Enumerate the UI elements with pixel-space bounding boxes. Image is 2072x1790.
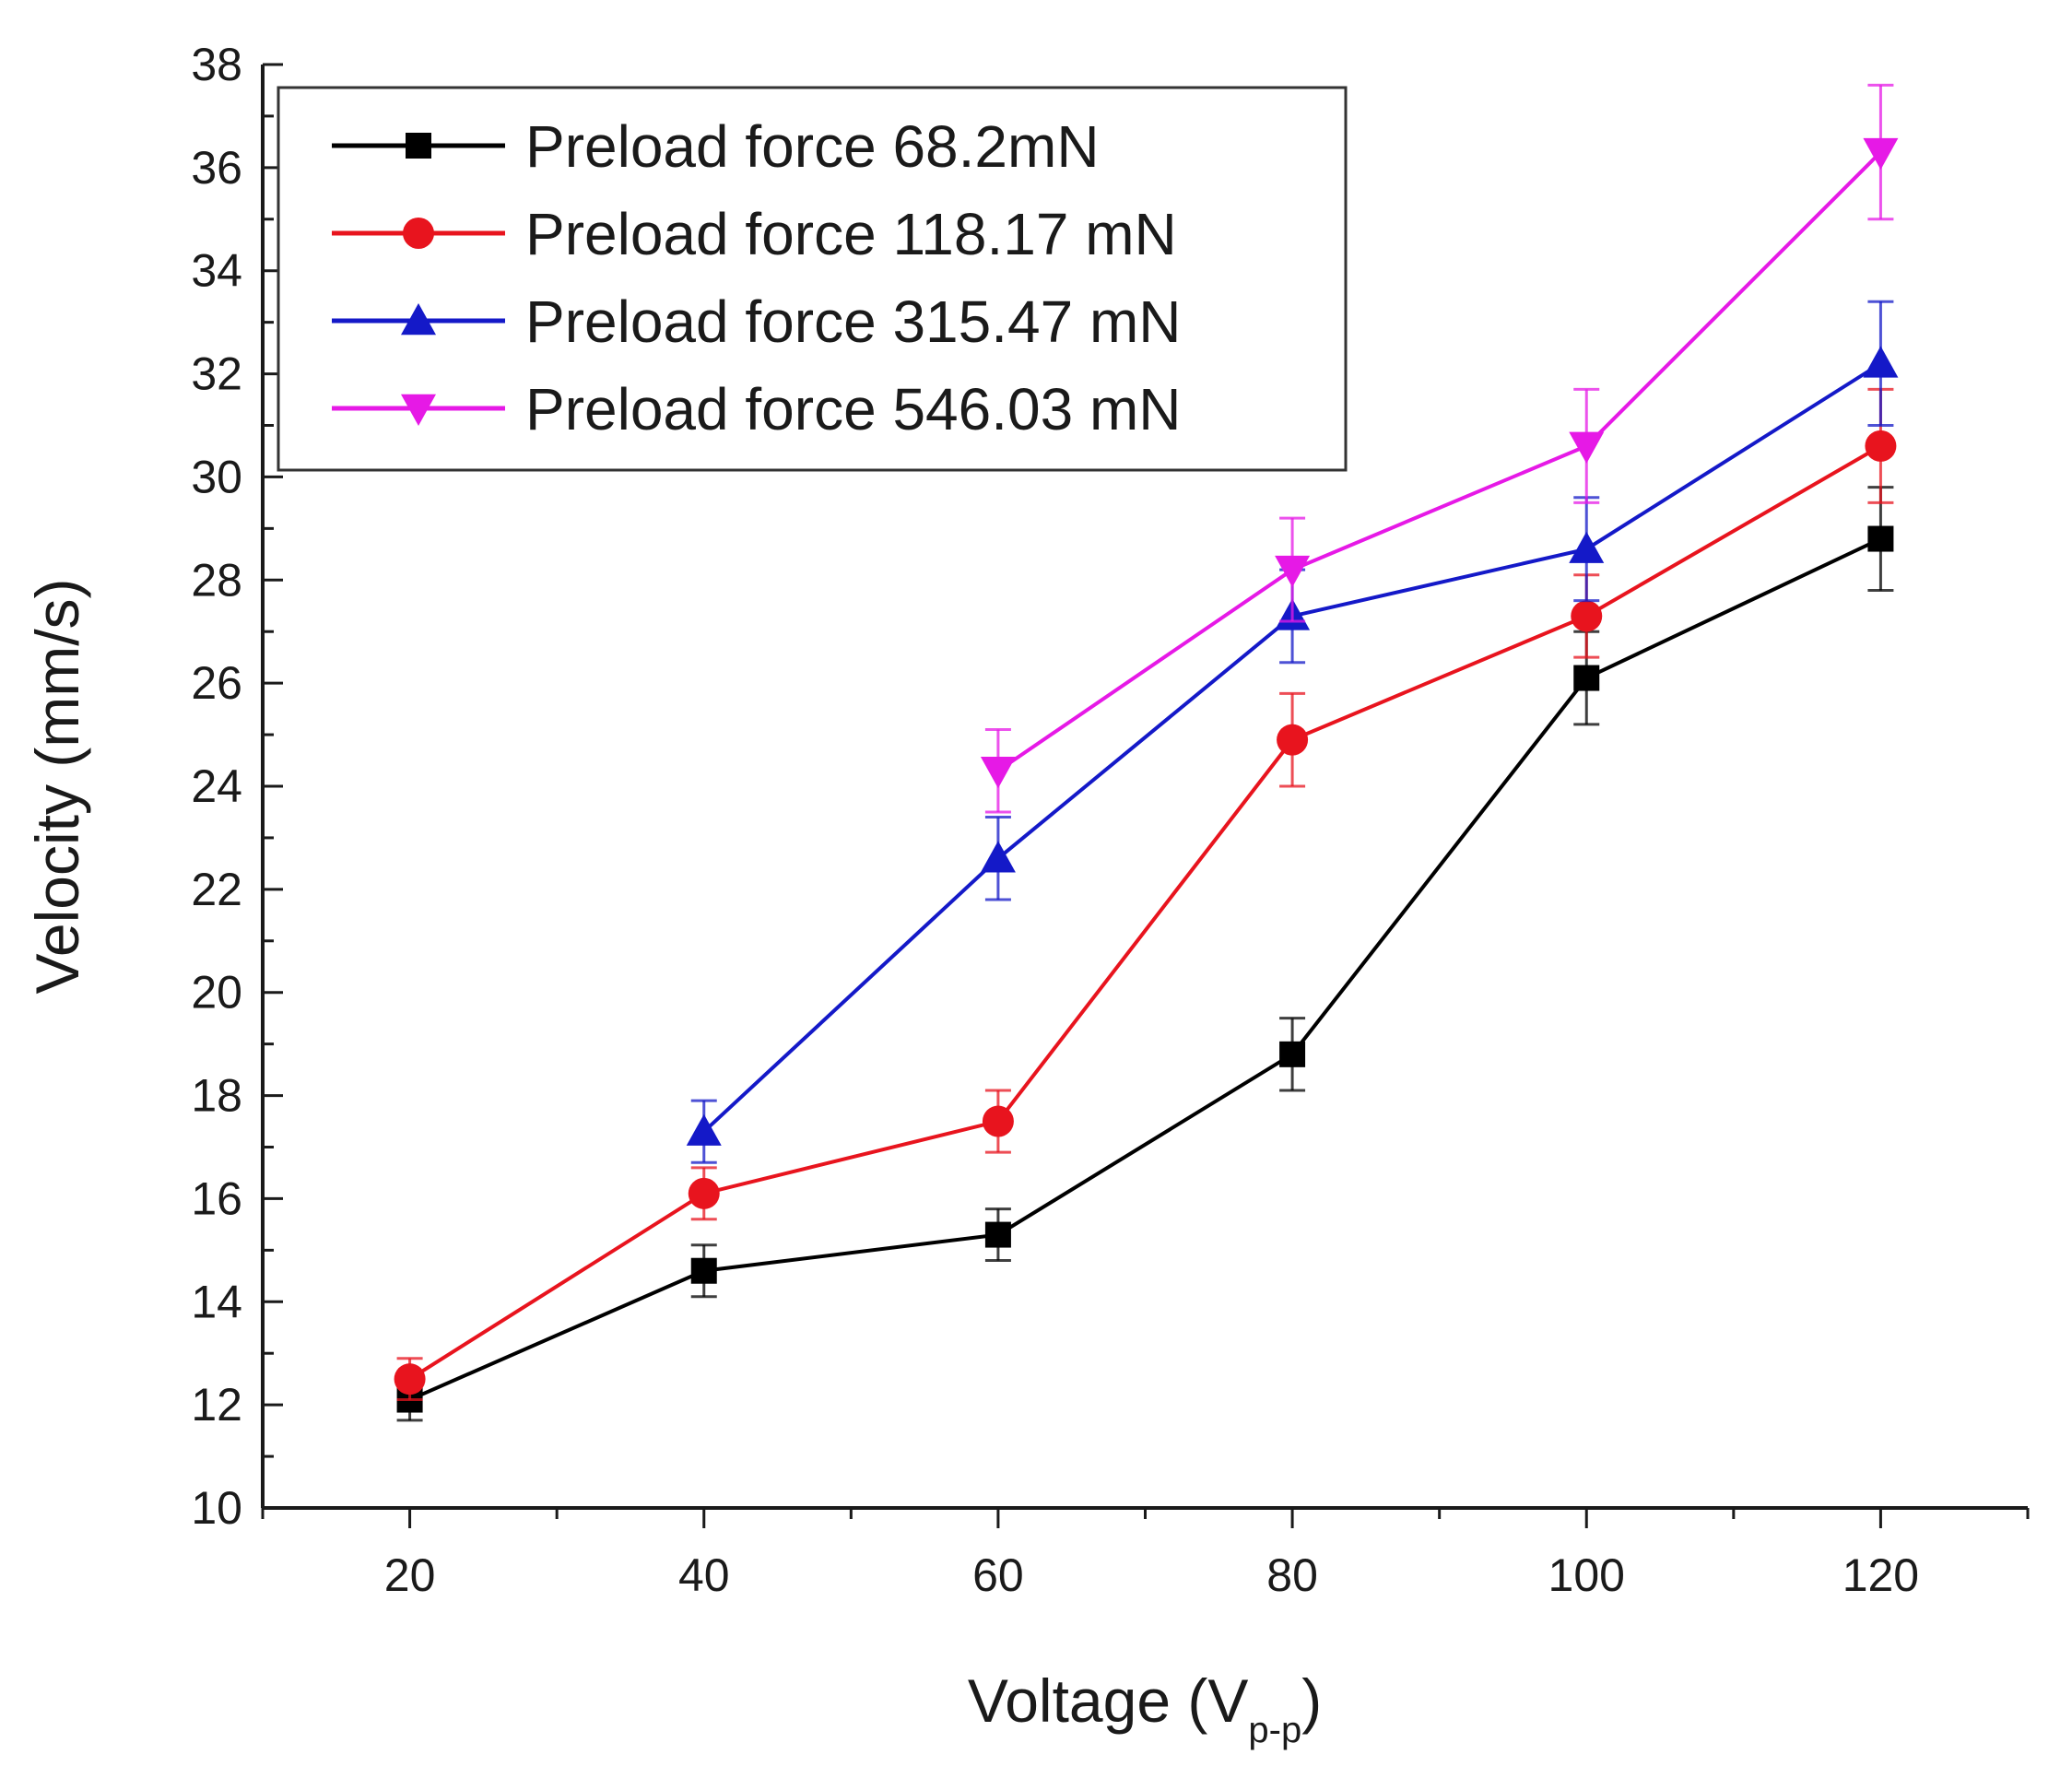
series-1 bbox=[396, 486, 1894, 1422]
x-axis-title: Voltage (Vp-p) bbox=[968, 1666, 1322, 1750]
data-point-square bbox=[690, 1257, 717, 1284]
y-tick-label: 16 bbox=[191, 1172, 242, 1224]
y-tick-label: 12 bbox=[191, 1379, 242, 1431]
axis-ticks bbox=[261, 63, 2030, 1528]
data-point-triangle-up bbox=[980, 841, 1016, 873]
legend-entry-2: Preload force 118.17 mN bbox=[332, 201, 1177, 267]
y-tick-label: 10 bbox=[191, 1482, 242, 1534]
data-point-triangle-up bbox=[686, 1113, 722, 1146]
series-2 bbox=[394, 387, 1897, 1402]
legend-marker-triangle-down bbox=[401, 394, 436, 426]
series-4 bbox=[980, 83, 1899, 814]
y-axis-title: Velocity (mm/s) bbox=[23, 578, 91, 994]
y-tick-label: 32 bbox=[191, 348, 242, 400]
y-tick-label: 24 bbox=[191, 760, 242, 812]
y-tick-labels: 10 12 14 16 18 20 22 24 26 28 30 32 34 36 38 bbox=[191, 39, 242, 1534]
legend-label: Preload force 118.17 mN bbox=[525, 201, 1177, 267]
data-point-triangle-up bbox=[1863, 346, 1899, 378]
legend-label: Preload force 315.47 mN bbox=[525, 289, 1182, 355]
y-tick-label: 14 bbox=[191, 1276, 242, 1327]
y-tick-label: 38 bbox=[191, 39, 242, 90]
y-tick-label: 34 bbox=[191, 245, 242, 297]
series-line bbox=[408, 536, 1882, 1402]
legend-label: Preload force 68.2mN bbox=[525, 113, 1100, 180]
y-tick-label: 22 bbox=[191, 864, 242, 915]
legend-entry-1: Preload force 68.2mN bbox=[332, 113, 1100, 180]
x-axis-title-close: ) bbox=[1301, 1666, 1322, 1735]
x-axis-title-main: Voltage (V bbox=[968, 1666, 1249, 1735]
legend-entry-3: Preload force 315.47 mN bbox=[332, 289, 1182, 355]
legend-label: Preload force 546.03 mN bbox=[525, 376, 1182, 442]
data-point-circle bbox=[1571, 600, 1603, 632]
x-tick-label: 100 bbox=[1548, 1549, 1625, 1601]
x-tick-label: 60 bbox=[972, 1549, 1024, 1601]
legend-marker-square bbox=[406, 133, 431, 159]
legend: Preload force 68.2mN Preload force 118.17… bbox=[277, 86, 1348, 472]
data-point-circle bbox=[688, 1177, 720, 1209]
x-tick-label: 40 bbox=[678, 1549, 730, 1601]
legend-marker-triangle-up bbox=[401, 303, 436, 336]
y-tick-label: 30 bbox=[191, 451, 242, 502]
data-point-square bbox=[1573, 665, 1600, 691]
y-tick-label: 36 bbox=[191, 142, 242, 194]
data-point-circle bbox=[394, 1363, 426, 1395]
data-point-square bbox=[1279, 1041, 1306, 1067]
data-point-square bbox=[1867, 525, 1894, 552]
data-point-square bbox=[984, 1221, 1011, 1248]
data-point-circle bbox=[1865, 430, 1897, 462]
x-tick-label: 20 bbox=[384, 1549, 436, 1601]
data-point-triangle-down bbox=[1275, 555, 1311, 588]
y-tick-label: 18 bbox=[191, 1070, 242, 1122]
data-point-triangle-down bbox=[1569, 431, 1605, 464]
legend-entry-4: Preload force 546.03 mN bbox=[332, 376, 1182, 442]
data-point-circle bbox=[982, 1105, 1014, 1137]
data-point-circle bbox=[1277, 724, 1309, 756]
x-axis-title-subscript: p-p bbox=[1248, 1710, 1301, 1750]
legend-marker-circle bbox=[403, 218, 434, 249]
series-line bbox=[408, 444, 1882, 1381]
y-tick-label: 28 bbox=[191, 554, 242, 606]
y-tick-label: 20 bbox=[191, 967, 242, 1019]
data-point-triangle-down bbox=[1863, 137, 1899, 171]
x-tick-label: 80 bbox=[1266, 1549, 1318, 1601]
data-point-triangle-up bbox=[1569, 531, 1605, 563]
y-tick-label: 26 bbox=[191, 657, 242, 709]
series-line bbox=[996, 150, 1882, 772]
x-tick-label: 120 bbox=[1842, 1549, 1919, 1601]
data-point-triangle-down bbox=[980, 757, 1016, 789]
x-tick-labels: 20 40 60 80 100 120 bbox=[384, 1549, 1919, 1601]
series-group bbox=[394, 83, 1899, 1422]
